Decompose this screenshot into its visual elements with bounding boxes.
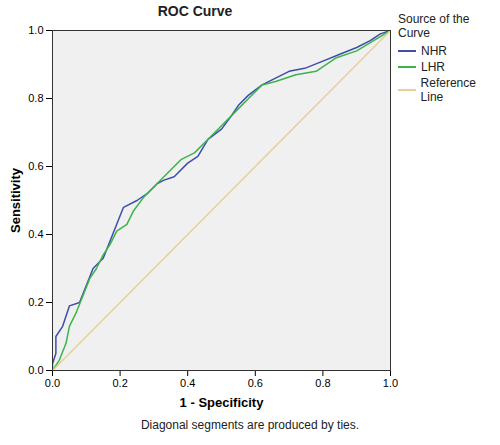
svg-text:1.0: 1.0: [383, 377, 398, 389]
svg-text:0.4: 0.4: [180, 377, 195, 389]
html-text:Source of the Curve: Source of the Curve: [398, 12, 470, 40]
svg-text:0.2: 0.2: [28, 296, 43, 308]
svg-text:0.6: 0.6: [248, 377, 263, 389]
svg-text:Sensitivity: Sensitivity: [8, 167, 23, 233]
svg-text:1 - Specificity: 1 - Specificity: [180, 395, 265, 410]
html-text:Reference Line: Reference Line: [420, 76, 476, 104]
html-text:Diagonal segments are produced: Diagonal segments are produced by ties.: [140, 418, 360, 432]
html-text:ROC Curve: ROC Curve: [157, 3, 233, 19]
svg-text:0.8: 0.8: [28, 92, 43, 104]
svg-text:1.0: 1.0: [28, 24, 43, 36]
svg-text:0.6: 0.6: [28, 160, 43, 172]
html-text:LHR: LHR: [421, 60, 445, 74]
svg-text:0.8: 0.8: [315, 377, 330, 389]
svg-text:0.2: 0.2: [112, 377, 127, 389]
svg-text:0.0: 0.0: [28, 364, 43, 376]
svg-text:0.4: 0.4: [28, 228, 43, 240]
html-text:NHR: NHR: [421, 44, 447, 58]
svg-text:0.0: 0.0: [45, 377, 60, 389]
